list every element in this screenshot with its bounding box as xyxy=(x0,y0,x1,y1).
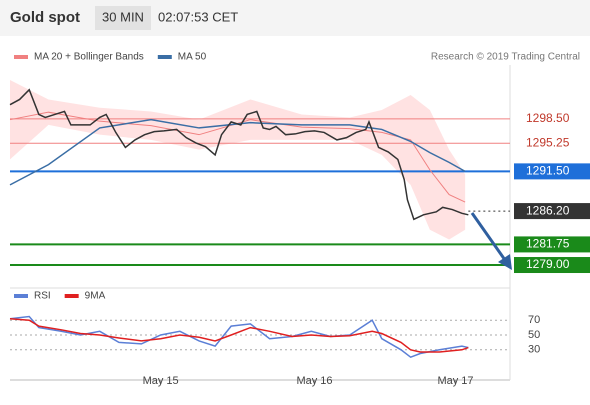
legend-label: MA 50 xyxy=(178,52,207,63)
chart-title: Gold spot xyxy=(10,9,80,26)
level-label: 1295.25 xyxy=(526,135,570,149)
price-line xyxy=(9,88,469,221)
series-line xyxy=(9,111,466,203)
x-tick-label: May 16 xyxy=(296,375,332,387)
level-box xyxy=(514,203,590,220)
series-line xyxy=(9,118,466,186)
series-line xyxy=(9,317,469,353)
level-box xyxy=(514,257,590,274)
level-box xyxy=(514,163,590,180)
legend-label: RSI xyxy=(34,291,51,302)
level-box xyxy=(514,236,590,253)
legend-label: 9MA xyxy=(85,291,106,302)
arrow-shaft xyxy=(470,212,507,261)
series-line xyxy=(9,315,469,359)
y-tick-label: 70 xyxy=(528,314,540,326)
x-tick-label: May 15 xyxy=(143,375,179,387)
level-label: 1291.50 xyxy=(526,164,570,178)
bollinger-band xyxy=(10,79,466,240)
level-label: 1279.00 xyxy=(526,257,570,271)
legend-label: MA 20 + Bollinger Bands xyxy=(34,52,144,63)
header-bar xyxy=(0,0,590,36)
time: 02:07:53 CET xyxy=(158,9,238,24)
timeframe: 30 MIN xyxy=(102,9,144,24)
y-tick-label: 30 xyxy=(528,344,540,356)
timeframe-box xyxy=(95,6,151,30)
arrow-head xyxy=(498,254,512,270)
level-label: 1286.20 xyxy=(526,203,570,217)
forecast-arrow xyxy=(470,212,512,270)
source: Research © 2019 Trading Central xyxy=(431,52,580,63)
level-label: 1281.75 xyxy=(526,237,570,251)
level-label: 1298.50 xyxy=(526,111,570,125)
y-tick-label: 50 xyxy=(528,329,540,341)
x-tick-label: May 17 xyxy=(437,375,473,387)
